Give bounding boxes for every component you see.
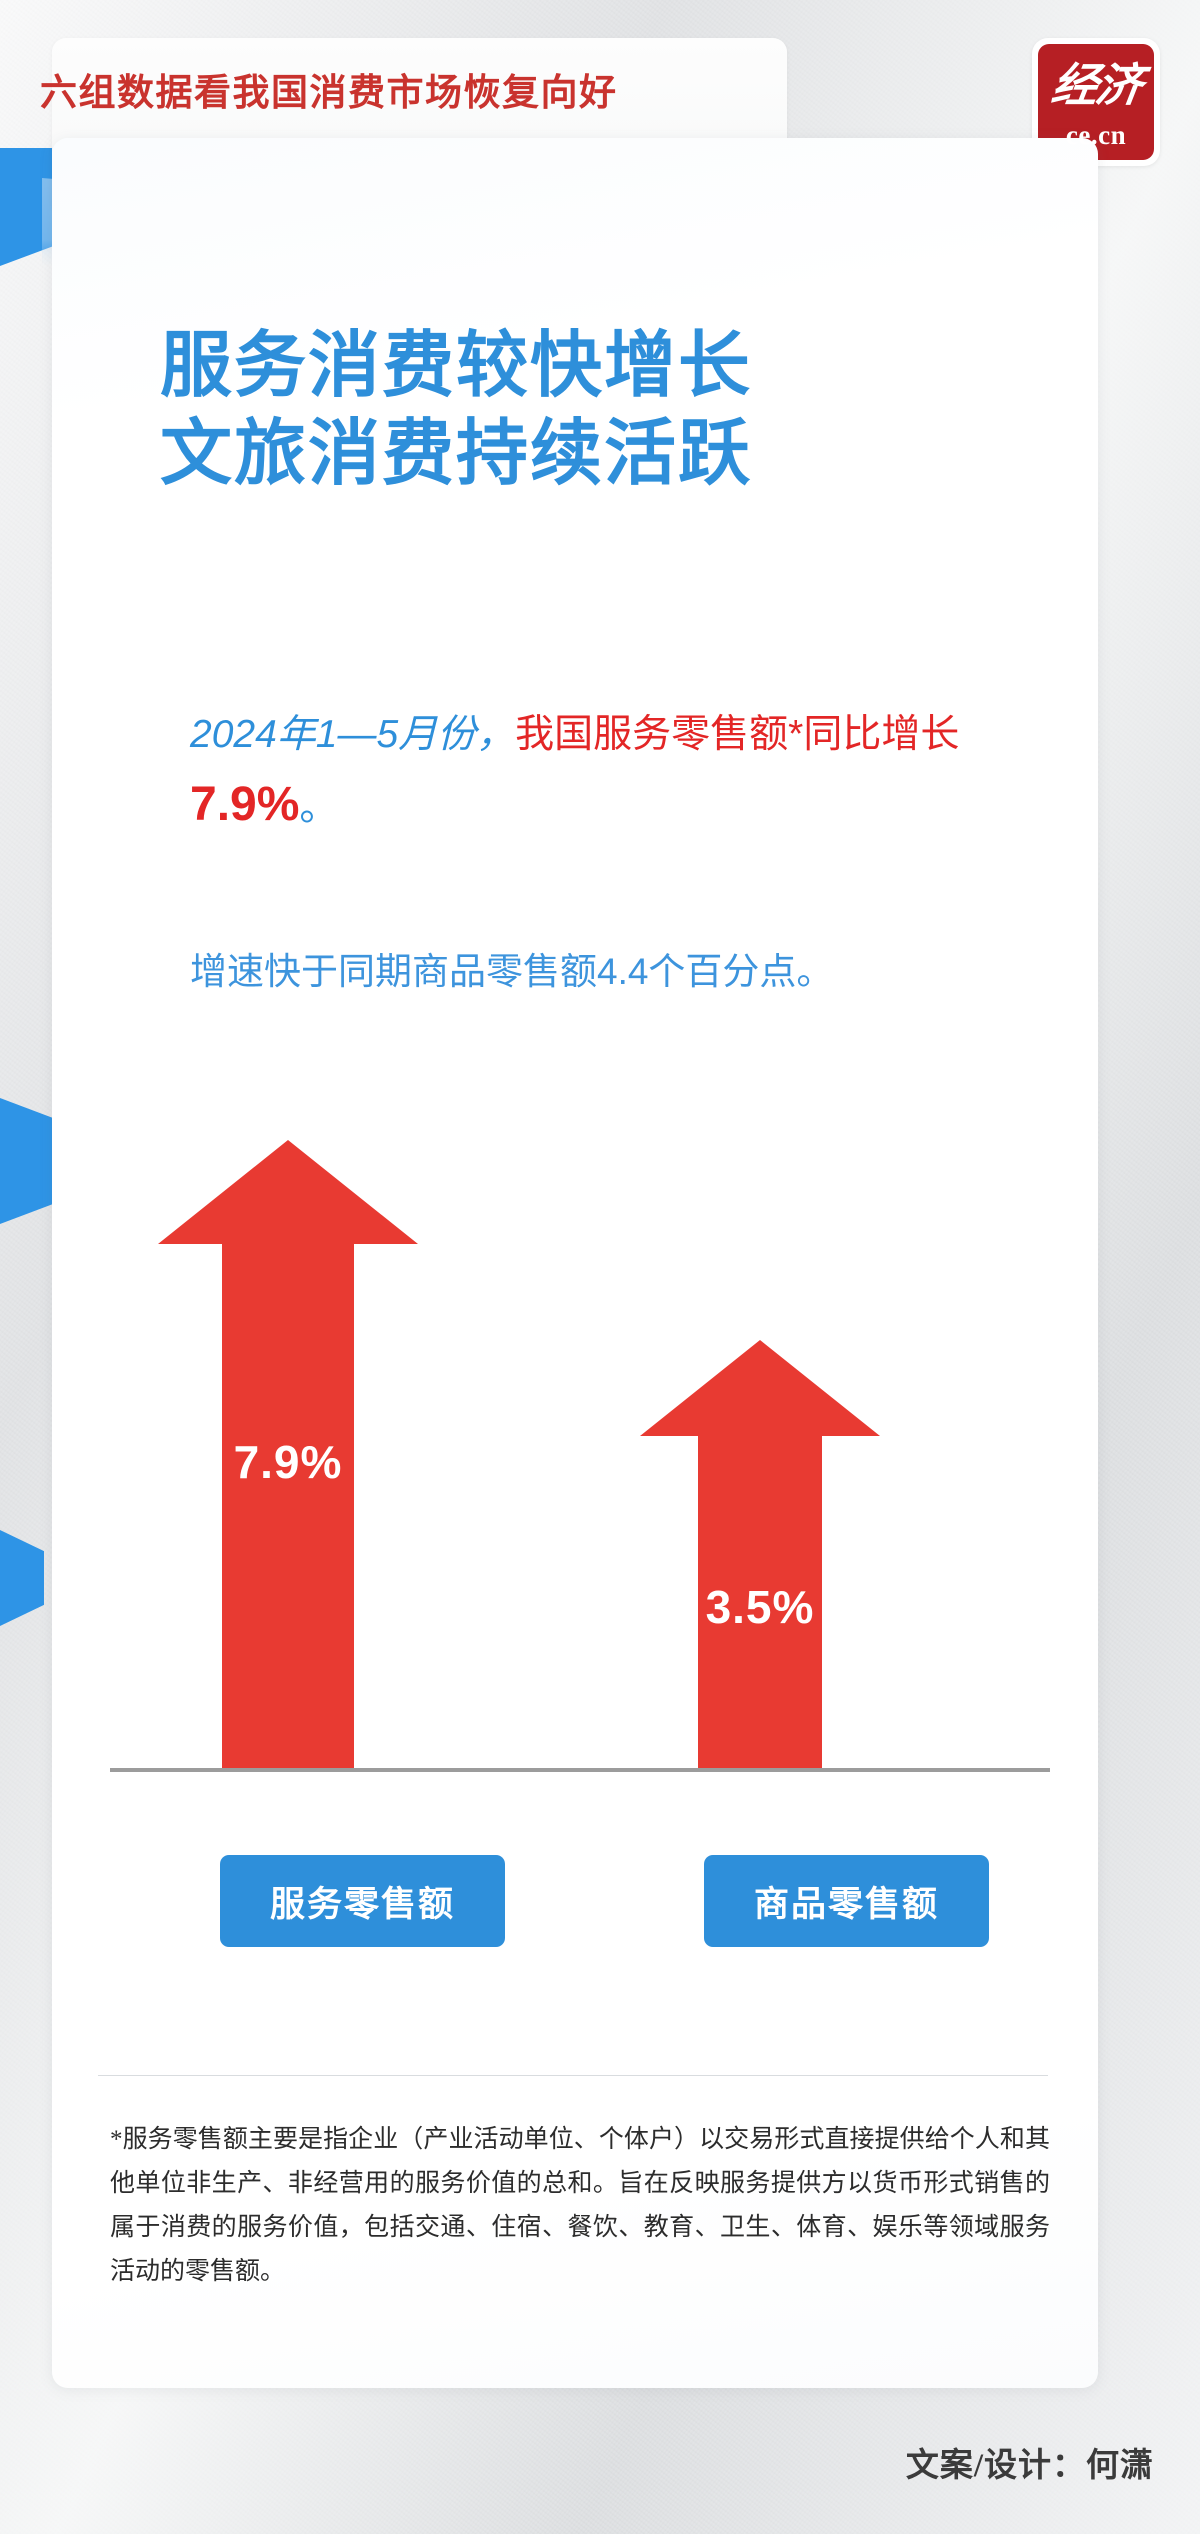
lede-growth-value: 7.9% <box>190 778 300 831</box>
headline-line-2: 文旅消费持续活跃 <box>160 414 753 494</box>
arrow-value-service: 7.9% <box>233 1436 343 1488</box>
lede-period-mark: 。 <box>299 786 339 829</box>
arrow-bar-goods: 3.5% <box>640 1340 880 1770</box>
credit-line: 文案/设计：何潇 <box>905 2448 1154 2484</box>
logo-calligraphy-mark: 经济 <box>1048 60 1144 111</box>
logo-wordmark: ce.cn <box>1065 120 1127 150</box>
footnote-text: *服务零售额主要是指企业（产业活动单位、个体户）以交易形式直接提供给个人和其他单… <box>110 2126 1050 2285</box>
subparagraph-text: 增速快于同期商品零售额4.4个百分点。 <box>190 951 834 992</box>
footnote-divider <box>98 2075 1048 2076</box>
lede-subject: 我国服务零售额* <box>515 713 804 756</box>
category-label-goods: 商品零售额 <box>704 1855 989 1947</box>
chart-baseline <box>110 1768 1050 1772</box>
arrow-bar-service: 7.9% <box>158 1140 418 1770</box>
arrow-value-goods: 3.5% <box>705 1581 815 1633</box>
lede-paragraph: 2024年1—5月份，我国服务零售额*同比增长 7.9%。 <box>190 700 980 843</box>
headline-line-1: 服务消费较快增长 <box>160 326 753 406</box>
growth-arrow-chart: 7.9% 3.5% <box>110 1130 1050 1770</box>
lede-growth-label: 同比增长 <box>803 713 960 756</box>
decorative-blue-band-middle <box>0 1098 60 1224</box>
headline-block: 服务消费较快增长 文旅消费持续活跃 <box>160 322 980 498</box>
series-title: 六组数据看我国消费市场恢复向好 <box>40 73 618 114</box>
category-label-service: 服务零售额 <box>220 1855 505 1947</box>
lede-period: 2024年1—5月份， <box>190 713 516 756</box>
